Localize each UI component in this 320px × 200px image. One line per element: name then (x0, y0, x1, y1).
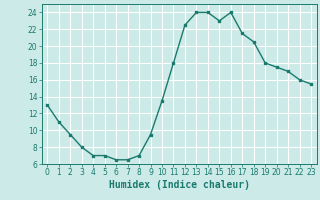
X-axis label: Humidex (Indice chaleur): Humidex (Indice chaleur) (109, 180, 250, 190)
